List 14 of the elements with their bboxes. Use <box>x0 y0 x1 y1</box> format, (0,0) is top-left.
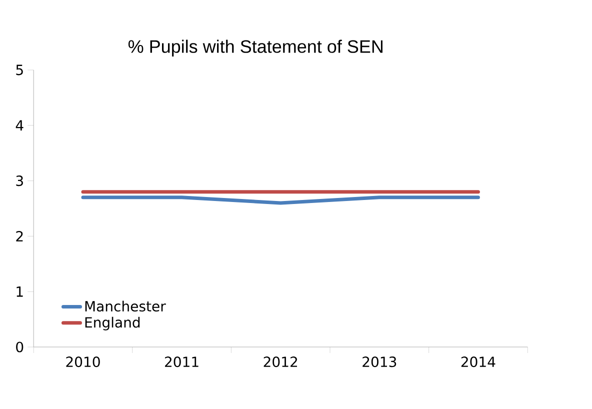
x-tick-label: 2013 <box>362 356 396 368</box>
y-tick-label: 1 <box>16 286 23 297</box>
y-tick-label: 3 <box>16 176 23 186</box>
x-tick-label: 2010 <box>66 356 100 368</box>
x-tick-label: 2011 <box>165 356 198 368</box>
legend-label: England <box>85 316 140 330</box>
y-tick-label: 2 <box>16 231 23 242</box>
y-tick-label: 4 <box>16 120 24 130</box>
x-tick-label: 2014 <box>461 356 496 368</box>
chart-title: % Pupils with Statement of SEN <box>128 40 382 56</box>
legend-label: Manchester <box>85 300 166 312</box>
y-tick-label: 5 <box>16 64 23 76</box>
y-tick-label: 0 <box>16 342 24 352</box>
x-tick-label: 2012 <box>264 356 297 368</box>
